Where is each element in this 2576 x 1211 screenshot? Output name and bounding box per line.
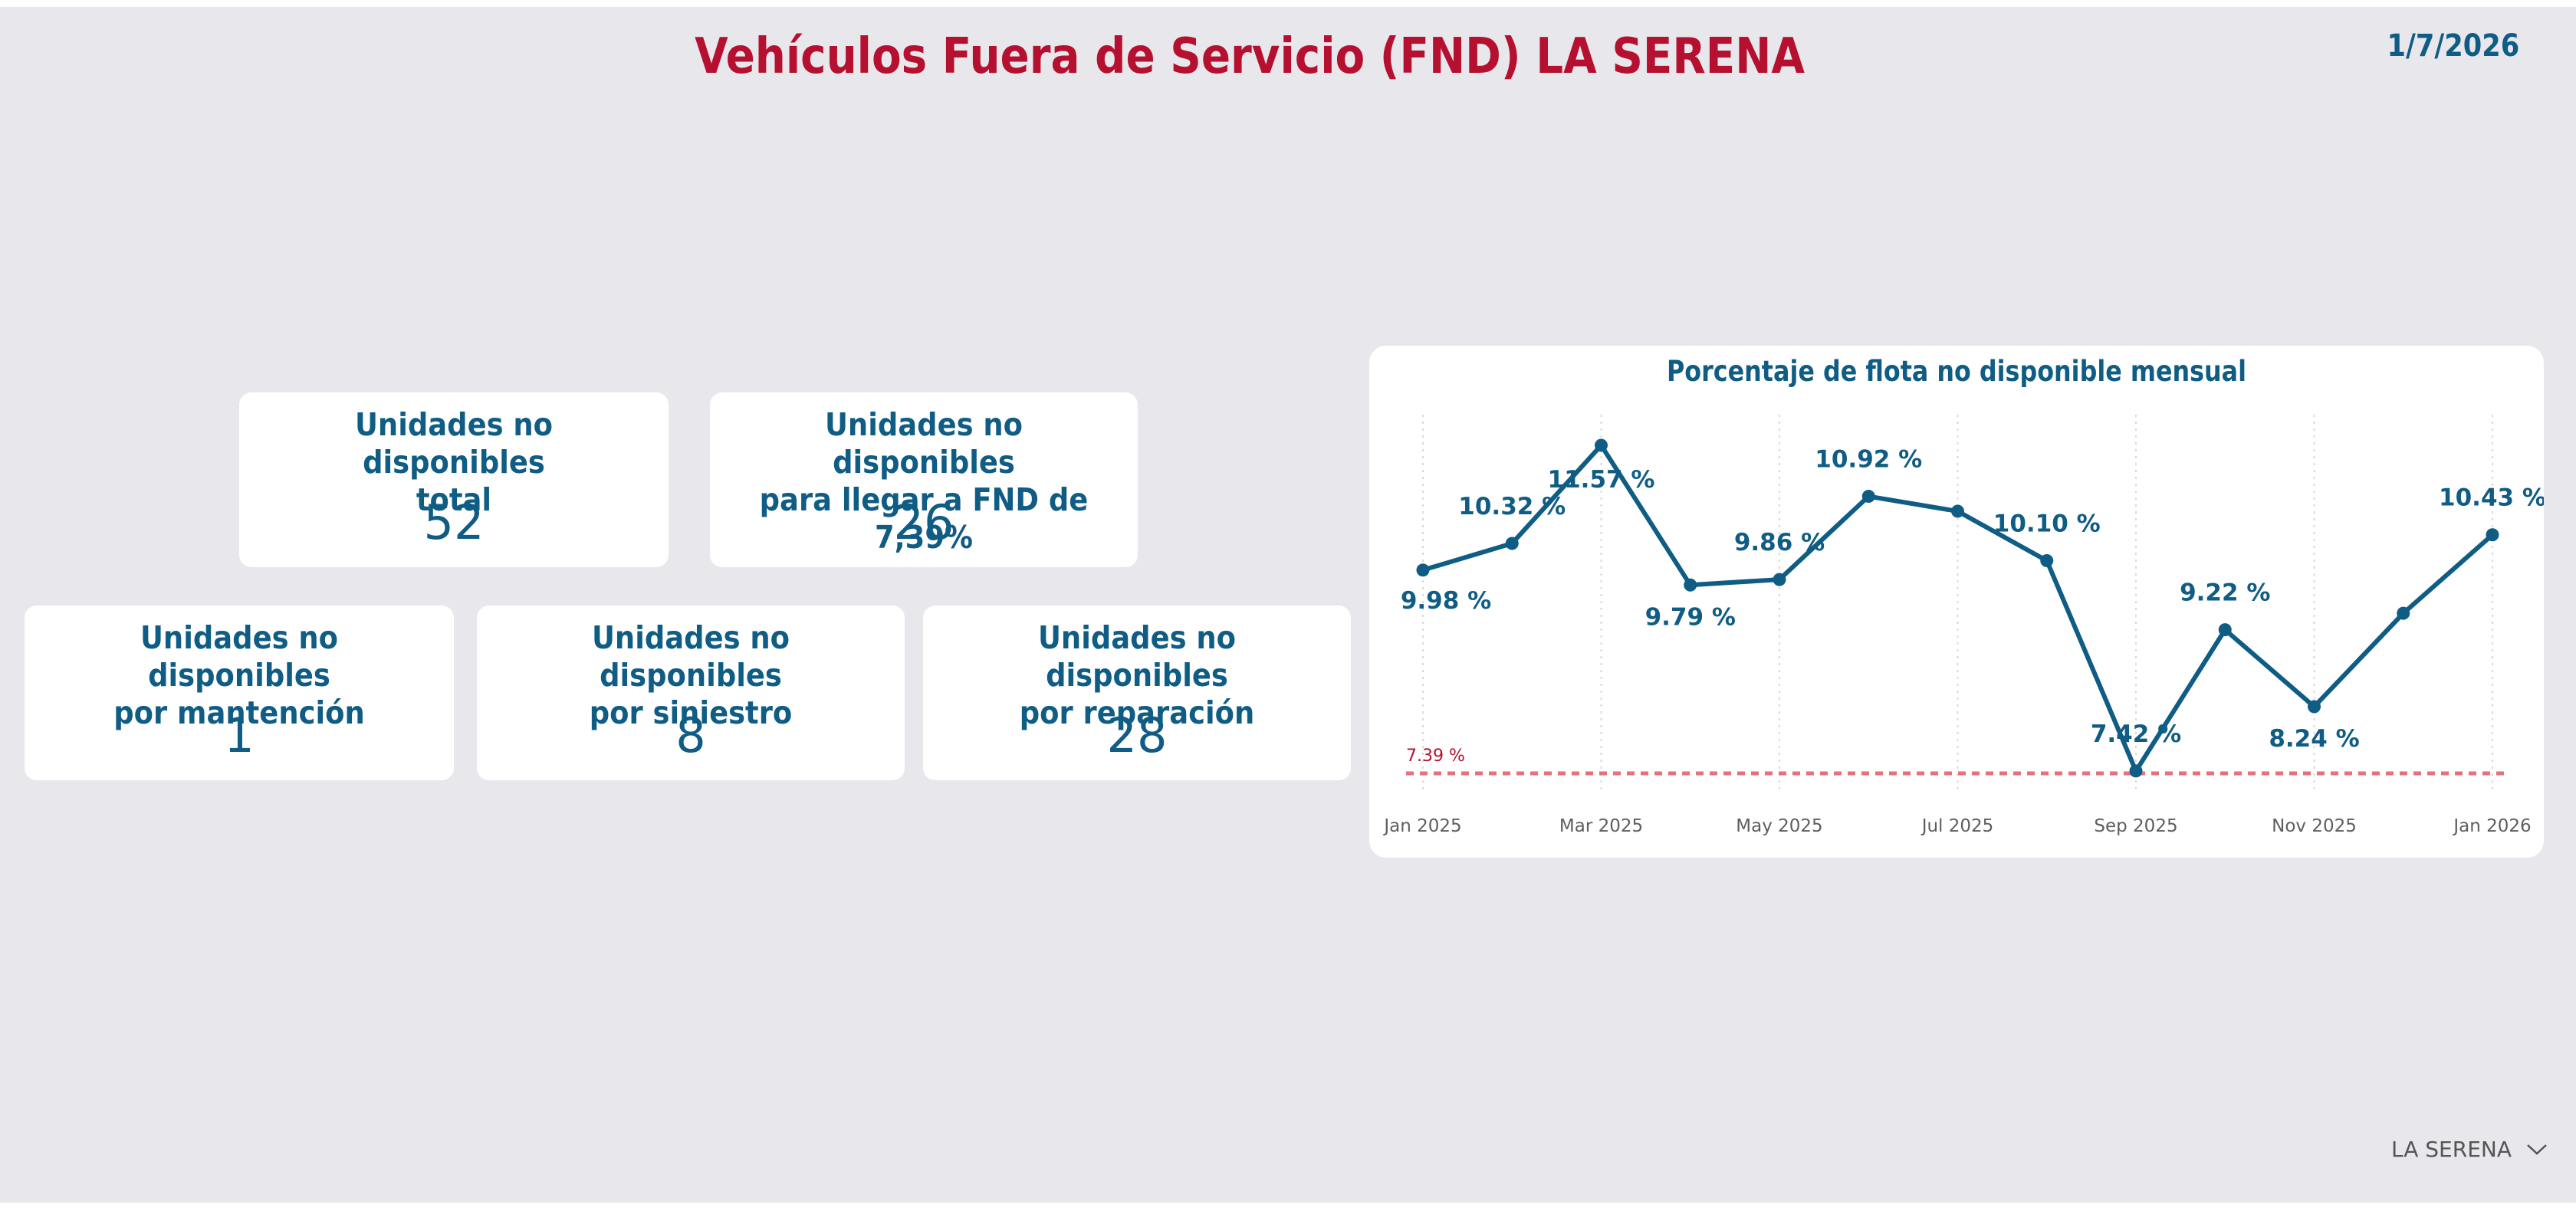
card-to-fnd-value: 26 bbox=[893, 494, 955, 550]
data-label: 10.43 % bbox=[2439, 484, 2544, 512]
data-label: 10.32 % bbox=[1458, 493, 1566, 520]
x-axis: Jan 2025 Mar 2025 May 2025 Jul 2025 Sep 2025… bbox=[1382, 816, 2531, 836]
card-reparacion-label: Unidades no disponibles por reparación bbox=[1019, 619, 1255, 731]
data-point bbox=[2486, 528, 2499, 542]
card-mantencion[interactable]: Unidades no disponibles por mantención 1 bbox=[25, 606, 454, 780]
card-reparacion-value: 28 bbox=[1106, 707, 1168, 763]
card-total-value: 52 bbox=[423, 494, 485, 550]
data-point bbox=[2040, 554, 2054, 568]
region-slicer[interactable]: LA SERENA bbox=[2391, 1137, 2548, 1162]
page-title: Vehículos Fuera de Servicio (FND) LA SER… bbox=[695, 28, 1805, 85]
card-total-label: Unidades no disponibles total bbox=[354, 406, 554, 518]
data-point bbox=[1505, 537, 1519, 550]
x-tick-label: May 2025 bbox=[1736, 816, 1822, 836]
slicer-value: LA SERENA bbox=[2390, 1137, 2512, 1162]
data-label: 9.79 % bbox=[1645, 603, 1736, 631]
reference-layer: 7.39 % bbox=[1406, 747, 2504, 776]
x-tick-label: Mar 2025 bbox=[1559, 816, 1643, 836]
report-date: 1/7/2026 bbox=[2387, 28, 2519, 64]
data-point bbox=[1416, 563, 1430, 577]
x-tick-label: Jan 2025 bbox=[1382, 816, 1461, 836]
chart-title: Porcentaje de flota no disponible mensua… bbox=[1667, 355, 2246, 388]
data-point bbox=[2308, 700, 2321, 714]
x-tick-label: Jul 2025 bbox=[1921, 816, 1994, 836]
card-siniestro-value: 8 bbox=[675, 707, 706, 763]
target-line-label: 7.39 % bbox=[1406, 747, 1465, 766]
card-reparacion[interactable]: Unidades no disponibles por reparación 2… bbox=[923, 606, 1351, 780]
card-mantencion-value: 1 bbox=[224, 707, 255, 763]
data-point bbox=[1951, 504, 1964, 518]
card-mantencion-label: Unidades no disponibles por mantención bbox=[113, 619, 365, 731]
data-label: 10.10 % bbox=[1993, 510, 2101, 538]
data-point bbox=[2397, 606, 2410, 620]
data-label: 11.57 % bbox=[1548, 466, 1655, 494]
data-point bbox=[1773, 573, 1786, 586]
x-tick-label: Nov 2025 bbox=[2272, 816, 2357, 836]
card-to-fnd[interactable]: Unidades no disponibles para llegar a FN… bbox=[710, 392, 1138, 567]
data-label: 9.86 % bbox=[1734, 529, 1825, 556]
data-label: 9.98 % bbox=[1401, 587, 1491, 615]
data-label-layer: 9.98 % 10.32 %11.57 % 9.79 % 9.86 % 10.92 % 1… bbox=[1401, 446, 2544, 753]
data-label: 8.24 % bbox=[2269, 725, 2359, 753]
card-total[interactable]: Unidades no disponibles total 52 bbox=[239, 392, 669, 567]
grid-layer bbox=[1422, 415, 2493, 790]
data-label: 7.42 % bbox=[2091, 720, 2181, 748]
series-layer bbox=[1416, 438, 2499, 778]
data-point bbox=[1861, 490, 1875, 504]
data-point bbox=[1684, 578, 1697, 592]
chevron-down-icon bbox=[2527, 1144, 2547, 1155]
report-canvas: Vehículos Fuera de Servicio (FND) LA SER… bbox=[0, 7, 2576, 1203]
data-label: 10.92 % bbox=[1815, 446, 1922, 474]
card-siniestro-label: Unidades no disponibles por siniestro bbox=[589, 619, 793, 731]
data-point bbox=[2218, 623, 2232, 637]
data-point bbox=[2129, 764, 2143, 778]
x-tick-label: Sep 2025 bbox=[2094, 816, 2177, 836]
card-to-fnd-label: Unidades no disponibles para llegar a FN… bbox=[759, 406, 1089, 556]
card-siniestro[interactable]: Unidades no disponibles por siniestro 8 bbox=[477, 606, 905, 780]
line-chart[interactable]: Porcentaje de flota no disponible mensua… bbox=[1369, 346, 2544, 858]
data-point bbox=[1595, 438, 1608, 452]
chart-card[interactable]: Porcentaje de flota no disponible mensua… bbox=[1369, 346, 2544, 858]
data-label: 9.22 % bbox=[2180, 579, 2270, 607]
x-tick-label: Jan 2026 bbox=[2452, 816, 2531, 836]
